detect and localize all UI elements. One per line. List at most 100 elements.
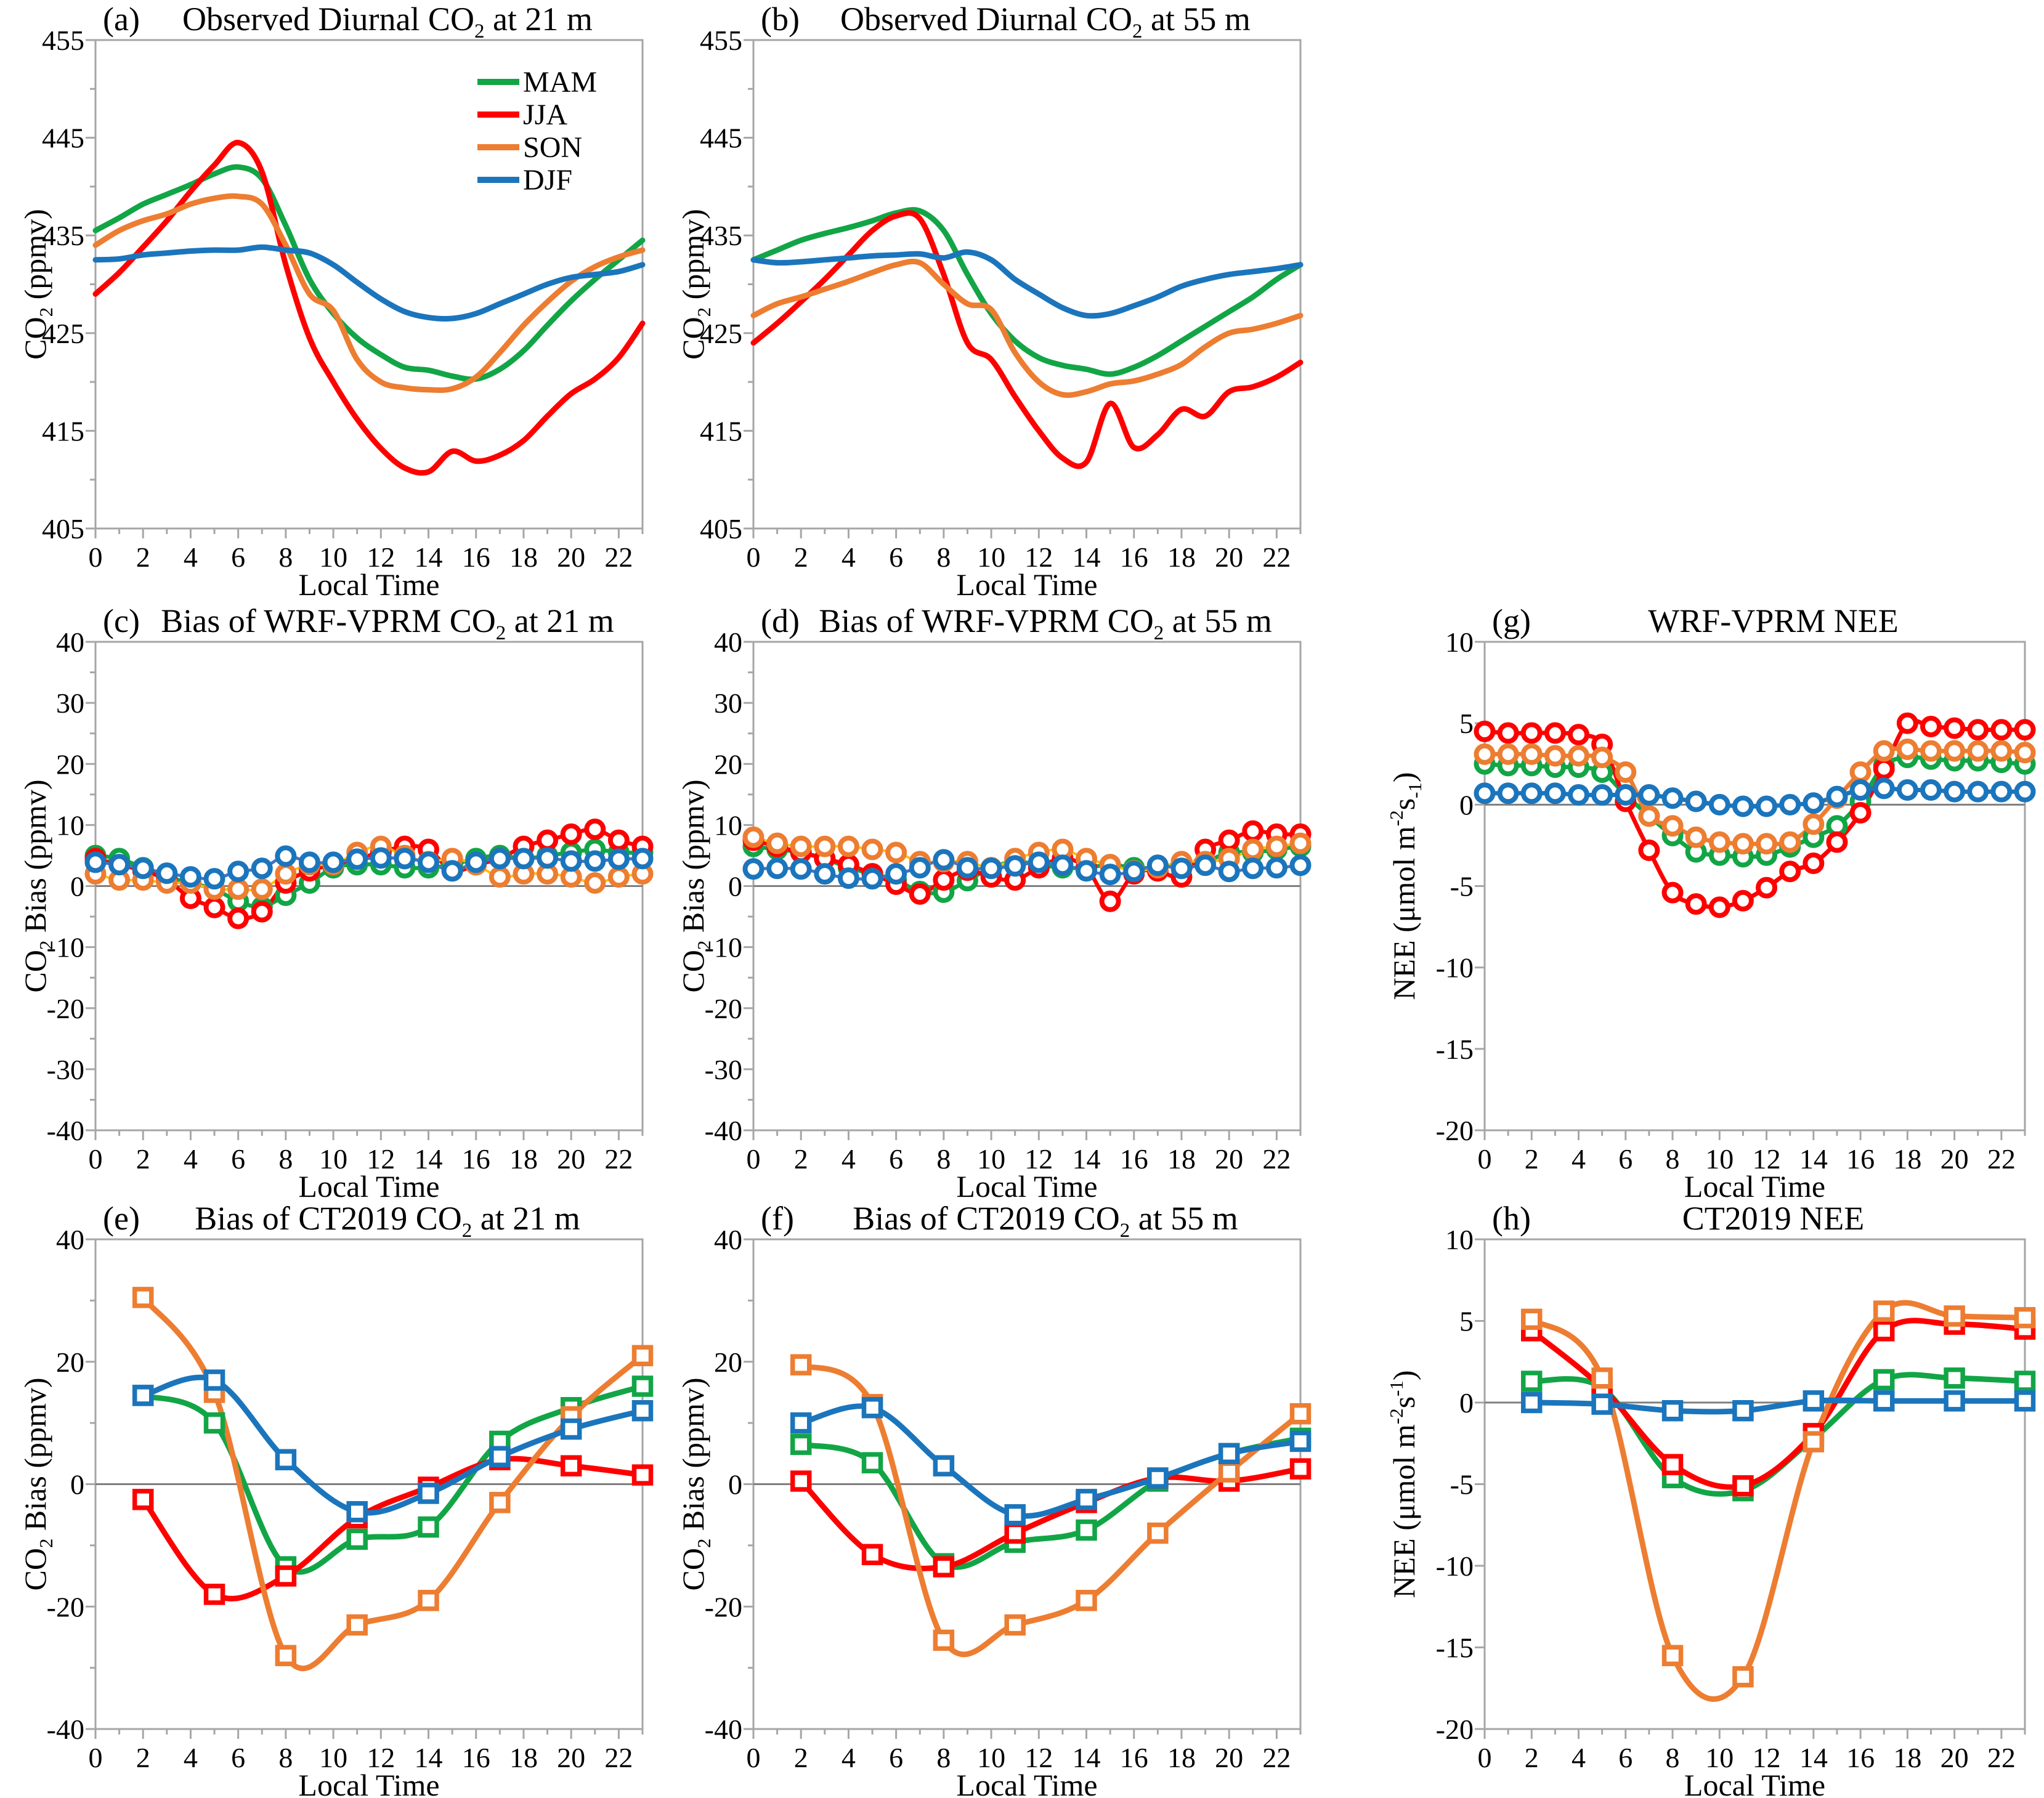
marker-square-djf bbox=[1004, 1504, 1026, 1526]
y-tick-label: -40 bbox=[47, 1714, 84, 1745]
marker-circle-djf bbox=[1004, 855, 1026, 877]
x-tick-label: 12 bbox=[1753, 1742, 1781, 1773]
marker-square-mam bbox=[861, 1452, 883, 1473]
y-tick-label: 435 bbox=[700, 220, 742, 251]
marker-circle-djf bbox=[1615, 784, 1637, 806]
marker-circle-son bbox=[1242, 838, 1264, 861]
x-tick-label: 4 bbox=[184, 1742, 198, 1773]
marker-circle-djf bbox=[1873, 777, 1895, 800]
series-line-son bbox=[92, 193, 646, 393]
x-tick-label: 14 bbox=[415, 541, 443, 573]
marker-circle-djf bbox=[1779, 793, 1801, 816]
marker-circle-djf bbox=[108, 854, 131, 876]
panel-d-chart: -40 -30 -20 -10 0 10 20 30 40 0 2 4 6 8 10 12 14 16 18 20 22… bbox=[676, 602, 1312, 1204]
x-tick-label: 8 bbox=[936, 541, 951, 573]
marker-circle-djf bbox=[1099, 864, 1121, 886]
x-tick-label: 10 bbox=[319, 1742, 347, 1773]
panel-label: (b) bbox=[761, 1, 800, 38]
marker-circle-son bbox=[742, 826, 764, 848]
x-tick-label: 16 bbox=[462, 541, 490, 573]
marker-circle-djf bbox=[84, 851, 107, 873]
marker-square-jja bbox=[560, 1455, 582, 1476]
series-line-djf bbox=[750, 249, 1304, 319]
y-tick-label: 40 bbox=[714, 1224, 742, 1255]
marker-circle-son bbox=[1849, 761, 1872, 783]
x-tick-label: 18 bbox=[1167, 541, 1196, 573]
marker-circle-djf bbox=[766, 857, 789, 880]
y-tick-label: 405 bbox=[42, 513, 84, 545]
marker-circle-djf bbox=[742, 858, 764, 880]
marker-square-djf bbox=[1147, 1467, 1169, 1489]
x-tick-label: 2 bbox=[794, 1742, 808, 1773]
marker-square-mam bbox=[790, 1433, 812, 1456]
y-tick-label: -10 bbox=[47, 932, 84, 963]
marker-square-son bbox=[631, 1345, 654, 1367]
marker-circle-djf bbox=[885, 863, 907, 885]
y-axis-label: CO2 Bias (ppmv) bbox=[18, 779, 57, 992]
marker-circle-djf bbox=[1123, 861, 1145, 883]
marker-circle-son bbox=[2014, 742, 2036, 764]
marker-circle-djf bbox=[861, 868, 883, 890]
marker-square-jja bbox=[1004, 1522, 1026, 1544]
x-tick-label: 22 bbox=[1262, 1143, 1291, 1175]
marker-circle-jja bbox=[1638, 839, 1660, 861]
x-tick-label: 12 bbox=[1024, 541, 1053, 573]
x-tick-label: 14 bbox=[1073, 541, 1101, 573]
x-tick-label: 0 bbox=[89, 1143, 103, 1175]
marker-circle-jja bbox=[1708, 896, 1730, 918]
marker-square-djf bbox=[1732, 1400, 1754, 1422]
y-tick-label: -20 bbox=[47, 993, 84, 1024]
panel-g-chart: -20 -15 -10 -5 0 5 10 0 2 4 6 8 10 12 14 16 18 20 22 (g) WRF… bbox=[1385, 602, 2036, 1204]
y-axis-label: CO2 (ppmv) bbox=[18, 209, 57, 360]
legend-label: MAM bbox=[523, 66, 597, 99]
y-tick-label: -20 bbox=[1436, 1714, 1474, 1745]
marker-circle-djf bbox=[1544, 782, 1566, 804]
marker-circle-djf bbox=[1052, 854, 1074, 877]
x-tick-label: 2 bbox=[1525, 1143, 1539, 1175]
x-tick-label: 8 bbox=[278, 541, 293, 573]
marker-circle-djf bbox=[418, 851, 440, 873]
x-tick-label: 8 bbox=[936, 1742, 951, 1773]
series-line-son bbox=[1528, 1300, 2028, 1702]
marker-circle-son bbox=[1638, 805, 1660, 827]
y-tick-label: 5 bbox=[1459, 1306, 1474, 1337]
y-tick-label: 20 bbox=[714, 748, 742, 780]
panel-title: Bias of CT2019 CO2 at 55 m bbox=[853, 1200, 1238, 1242]
marker-circle-jja bbox=[1756, 877, 1778, 899]
marker-circle-djf bbox=[1990, 780, 2013, 803]
marker-square-son bbox=[418, 1590, 439, 1611]
y-tick-label: 435 bbox=[42, 220, 84, 251]
marker-circle-jja bbox=[1732, 889, 1754, 912]
marker-square-djf bbox=[132, 1385, 154, 1406]
x-axis-label: Local Time bbox=[298, 1169, 439, 1204]
marker-square-djf bbox=[1944, 1390, 1965, 1412]
marker-circle-son bbox=[1615, 761, 1637, 783]
marker-square-djf bbox=[2014, 1390, 2036, 1412]
marker-circle-djf bbox=[132, 857, 154, 880]
x-tick-label: 18 bbox=[1893, 1742, 1921, 1773]
x-tick-label: 14 bbox=[1073, 1742, 1101, 1773]
marker-circle-djf bbox=[1638, 784, 1660, 806]
x-tick-label: 4 bbox=[1572, 1143, 1586, 1175]
marker-circle-son bbox=[1708, 831, 1730, 853]
panel-a: 405 415 425 435 445 455 0 2 4 6 8 10 12 14 16 18 20 22 (a)… bbox=[18, 1, 662, 602]
x-tick-label: 8 bbox=[1666, 1143, 1680, 1175]
marker-circle-djf bbox=[584, 850, 606, 872]
marker-circle-jja bbox=[1568, 724, 1590, 746]
marker-circle-djf bbox=[1568, 784, 1590, 806]
y-tick-label: 0 bbox=[728, 871, 742, 902]
x-tick-label: 4 bbox=[842, 541, 856, 573]
marker-circle-jja bbox=[1826, 831, 1848, 853]
marker-square-djf bbox=[1218, 1443, 1240, 1465]
marker-circle-jja bbox=[909, 883, 931, 905]
x-tick-label: 16 bbox=[462, 1742, 490, 1773]
marker-square-mam bbox=[2014, 1371, 2036, 1392]
x-tick-label: 12 bbox=[1024, 1742, 1053, 1773]
marker-circle-jja bbox=[1218, 829, 1240, 851]
marker-circle-son bbox=[1896, 738, 1918, 760]
y-tick-label: 0 bbox=[70, 871, 84, 902]
marker-circle-son bbox=[1873, 740, 1895, 762]
x-tick-label: 18 bbox=[1167, 1742, 1196, 1773]
x-tick-label: 20 bbox=[1215, 1742, 1243, 1773]
marker-circle-son bbox=[607, 866, 630, 888]
